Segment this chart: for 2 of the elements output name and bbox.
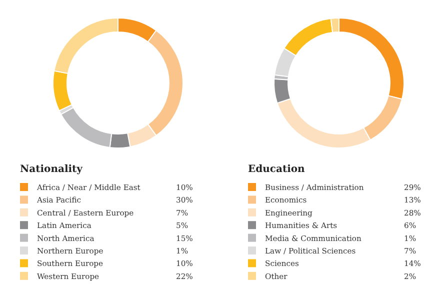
text: Nationality	[20, 164, 84, 175]
text: Education	[248, 164, 306, 175]
